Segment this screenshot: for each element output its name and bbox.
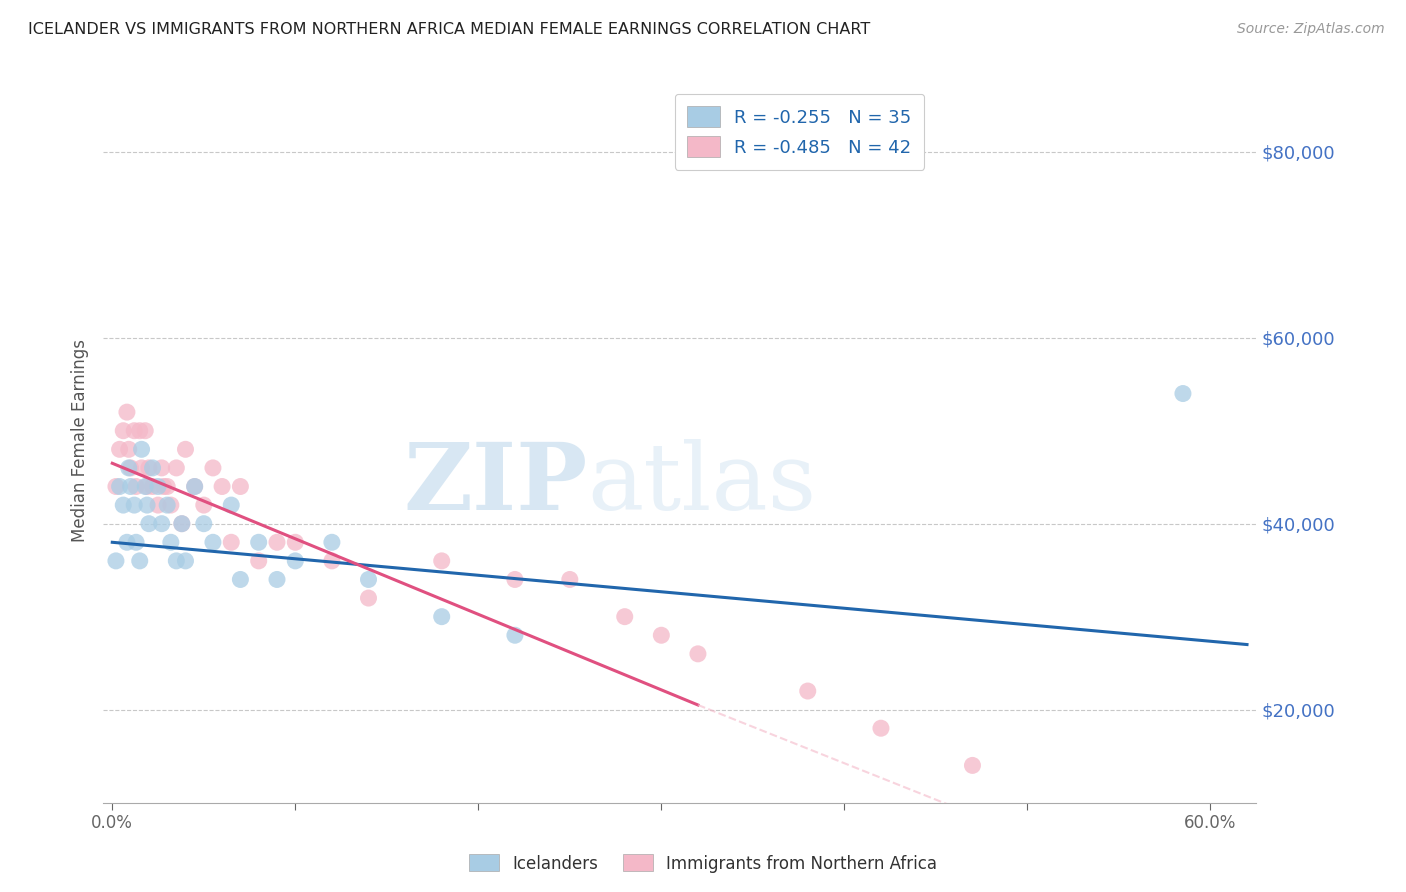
Text: atlas: atlas (588, 439, 817, 529)
Point (229, 479, 252, 493)
Point (141, 461, 163, 475)
Point (174, 442, 197, 457)
Point (321, 554, 343, 568)
Point (118, 442, 141, 457)
Point (219, 535, 242, 549)
Point (104, 479, 127, 493)
Point (136, 479, 159, 493)
Point (183, 479, 205, 493)
Point (503, 573, 526, 587)
Point (125, 535, 148, 549)
Point (146, 498, 169, 512)
Point (170, 516, 193, 531)
Point (170, 516, 193, 531)
Point (118, 461, 141, 475)
Point (430, 554, 453, 568)
Point (266, 535, 288, 549)
Point (160, 498, 183, 512)
Point (122, 424, 145, 438)
Y-axis label: Median Female Earnings: Median Female Earnings (72, 339, 89, 541)
Point (174, 554, 197, 568)
Point (120, 479, 142, 493)
Point (120, 461, 142, 475)
Point (650, 628, 672, 642)
Point (558, 573, 581, 587)
Point (150, 461, 173, 475)
Point (219, 498, 242, 512)
Point (141, 479, 163, 493)
Point (193, 498, 215, 512)
Point (108, 442, 131, 457)
Legend: Icelanders, Immigrants from Northern Africa: Icelanders, Immigrants from Northern Afr… (463, 847, 943, 880)
Point (104, 554, 127, 568)
Point (165, 461, 187, 475)
Point (146, 479, 169, 493)
Point (193, 516, 215, 531)
Point (613, 609, 636, 624)
Legend: R = -0.255   N = 35, R = -0.485   N = 42: R = -0.255 N = 35, R = -0.485 N = 42 (675, 94, 924, 169)
Point (229, 573, 252, 587)
Point (112, 498, 135, 512)
Point (201, 535, 224, 549)
Point (156, 498, 179, 512)
Point (108, 479, 131, 493)
Point (284, 535, 307, 549)
Point (962, 758, 984, 772)
Point (266, 573, 288, 587)
Point (1171, 386, 1194, 401)
Point (136, 498, 159, 512)
Point (165, 554, 187, 568)
Point (150, 516, 173, 531)
Point (115, 535, 138, 549)
Point (122, 498, 145, 512)
Point (131, 442, 153, 457)
Point (686, 647, 709, 661)
Point (503, 628, 526, 642)
Text: ZIP: ZIP (404, 439, 588, 529)
Point (138, 461, 160, 475)
Point (284, 554, 307, 568)
Point (131, 461, 153, 475)
Point (160, 535, 183, 549)
Point (321, 535, 343, 549)
Point (125, 479, 148, 493)
Point (211, 479, 233, 493)
Point (134, 479, 156, 493)
Point (962, 814, 984, 829)
Point (134, 424, 156, 438)
Point (247, 554, 270, 568)
Point (152, 479, 174, 493)
Point (112, 424, 135, 438)
Point (870, 721, 893, 735)
Point (430, 609, 453, 624)
Point (183, 479, 205, 493)
Point (357, 573, 380, 587)
Point (138, 516, 160, 531)
Point (247, 535, 270, 549)
Point (357, 591, 380, 605)
Text: ICELANDER VS IMMIGRANTS FROM NORTHERN AFRICA MEDIAN FEMALE EARNINGS CORRELATION : ICELANDER VS IMMIGRANTS FROM NORTHERN AF… (28, 22, 870, 37)
Text: Source: ZipAtlas.com: Source: ZipAtlas.com (1237, 22, 1385, 37)
Point (128, 424, 150, 438)
Point (128, 554, 150, 568)
Point (156, 479, 179, 493)
Point (201, 461, 224, 475)
Point (797, 684, 820, 698)
Point (115, 405, 138, 419)
